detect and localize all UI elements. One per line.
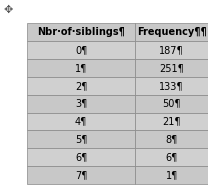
Text: 133¶: 133¶ bbox=[159, 81, 184, 91]
Bar bbox=[27, 166, 135, 184]
Bar bbox=[27, 59, 135, 77]
Text: Frequency¶¶: Frequency¶¶ bbox=[137, 27, 207, 37]
Text: 6¶: 6¶ bbox=[75, 152, 87, 162]
Text: 1¶: 1¶ bbox=[75, 63, 87, 73]
Bar bbox=[135, 148, 208, 166]
Text: 0¶: 0¶ bbox=[75, 45, 87, 55]
Text: 21¶: 21¶ bbox=[162, 116, 181, 126]
Bar bbox=[135, 95, 208, 113]
Text: Nbr·of·siblings¶: Nbr·of·siblings¶ bbox=[37, 27, 125, 37]
Text: 7¶: 7¶ bbox=[75, 170, 87, 180]
Bar bbox=[27, 95, 135, 113]
Bar bbox=[135, 59, 208, 77]
Bar bbox=[135, 41, 208, 59]
Bar bbox=[135, 130, 208, 148]
Text: 251¶: 251¶ bbox=[159, 63, 184, 73]
Text: 50¶: 50¶ bbox=[162, 99, 181, 109]
Text: 3¶: 3¶ bbox=[75, 99, 87, 109]
Bar bbox=[135, 77, 208, 95]
Bar bbox=[27, 148, 135, 166]
Text: 6¶: 6¶ bbox=[166, 152, 178, 162]
Text: 4¶: 4¶ bbox=[75, 116, 87, 126]
Text: 187¶: 187¶ bbox=[159, 45, 184, 55]
Bar bbox=[27, 130, 135, 148]
Text: 1¶: 1¶ bbox=[166, 170, 178, 180]
Bar bbox=[27, 77, 135, 95]
Bar bbox=[135, 23, 208, 41]
Text: 2¶: 2¶ bbox=[75, 81, 87, 91]
Bar bbox=[27, 41, 135, 59]
Text: ✥: ✥ bbox=[4, 5, 13, 15]
Text: 8¶: 8¶ bbox=[166, 134, 178, 144]
Text: 5¶: 5¶ bbox=[75, 134, 87, 144]
Bar bbox=[135, 166, 208, 184]
Bar bbox=[27, 113, 135, 130]
Bar bbox=[135, 113, 208, 130]
Bar bbox=[27, 23, 135, 41]
